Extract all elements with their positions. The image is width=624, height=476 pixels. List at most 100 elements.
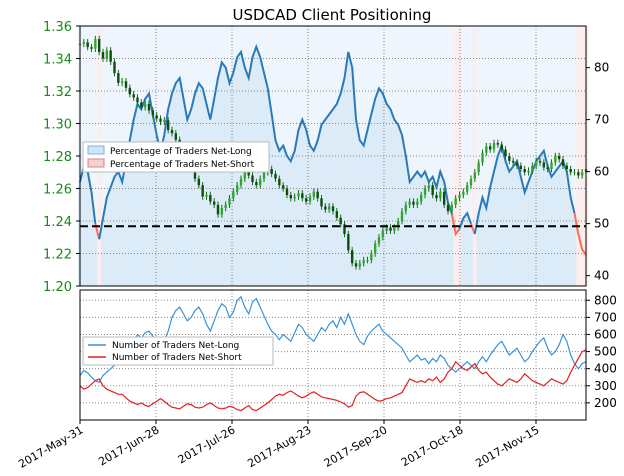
band-net-long-fill [346, 52, 351, 286]
band-net-long-fill [403, 156, 409, 286]
band-net-long-fill [369, 114, 374, 287]
price-candle [496, 143, 500, 145]
band-net-long-fill [173, 83, 179, 286]
net-long-percentage-line [98, 43, 453, 240]
date-tick-label: 2017-Jul-26 [176, 423, 238, 466]
band-net-long [426, 26, 432, 286]
count-tick-label: 200 [594, 396, 617, 410]
main-legend-box [82, 141, 270, 173]
price-candle [354, 263, 358, 267]
percent-axis: 40 50 60 70 80 [586, 61, 609, 283]
price-candle [523, 169, 526, 173]
price-candle [163, 120, 166, 122]
price-candle [473, 172, 477, 179]
band-net-long-fill [292, 150, 298, 286]
band-net-long-fill [492, 171, 497, 286]
price-tick-label: 1.30 [43, 118, 72, 133]
band-net-long-fill [507, 171, 512, 286]
band-net-long-fill [572, 213, 577, 286]
price-candle [554, 156, 557, 163]
lower-legend-box [82, 336, 274, 366]
price-candle [97, 39, 101, 52]
price-candle [239, 178, 243, 186]
chart-title: USDCAD Client Positioning [233, 6, 432, 24]
price-candle [531, 165, 534, 171]
band-net-long-fill [488, 187, 493, 286]
price-candle [412, 201, 415, 205]
price-candle [462, 191, 465, 195]
band-net-long-fill [561, 161, 566, 286]
legend-swatch-net-long [87, 145, 105, 155]
price-candle [212, 201, 216, 205]
band-net-long-fill [557, 166, 562, 286]
band-net-long [469, 26, 474, 286]
band-net-long [430, 26, 436, 286]
band-net-long-fill [350, 67, 355, 286]
price-tick-label: 1.34 [43, 53, 72, 68]
price-candle [454, 198, 457, 205]
price-candle [220, 208, 224, 215]
band-net-long-fill [89, 192, 94, 286]
band-net-long-fill [223, 67, 229, 286]
price-candle [232, 191, 235, 199]
price-candle [201, 185, 204, 197]
price-candle [312, 191, 316, 197]
band-net-long-fill [85, 171, 91, 286]
price-candle [209, 195, 212, 202]
percent-tick-label: 70 [594, 113, 609, 127]
price-candle [101, 52, 105, 59]
band-net-long-fill [380, 93, 386, 286]
band-net-long-fill [304, 130, 309, 286]
count-net-short-line [79, 349, 587, 412]
band-net-long-fill [518, 176, 524, 286]
band-net-long-fill [534, 161, 539, 286]
date-tick-label: 2017-Oct-18 [399, 423, 465, 469]
price-candle [308, 196, 312, 202]
band-net-long-fill [231, 72, 236, 286]
price-candle [427, 185, 431, 189]
percent-tick-label: 50 [594, 217, 609, 231]
price-candle [86, 42, 89, 48]
band-net-long-fill [407, 182, 413, 286]
band-net-long-fill [216, 78, 221, 286]
band-net-long-fill [288, 161, 294, 286]
band-net-long-fill [354, 119, 359, 286]
band-net-long-fill [469, 223, 474, 286]
price-candle [136, 97, 139, 103]
lower-plot-frame [79, 289, 587, 421]
legend-label-net-short: Percentage of Traders Net-Short [110, 160, 255, 170]
price-candle [481, 152, 484, 163]
band-net-long-fill [334, 104, 340, 286]
band-net-long-fill [568, 197, 574, 286]
band-net-long-fill [538, 156, 543, 286]
band-net-long-fill [212, 98, 217, 286]
price-candle [515, 162, 519, 166]
price-candle [358, 263, 362, 267]
main-legend: Percentage of Traders Net-Long Percentag… [82, 141, 270, 173]
band-net-long [407, 26, 413, 286]
band-net-long-fill [499, 145, 505, 286]
band-net-long-fill [541, 150, 547, 286]
band-net-long [476, 26, 482, 286]
net-short-percentage-line [450, 213, 461, 237]
band-net-long-fill [476, 213, 482, 286]
band-net-short [472, 26, 478, 286]
count-axis: 200 300 400 500 600 700 800 [586, 293, 617, 410]
price-candle [580, 172, 584, 176]
price-candle [442, 191, 446, 205]
band-net-long-fill [465, 213, 470, 286]
price-candle [477, 162, 480, 173]
price-candle [109, 50, 112, 62]
price-candle [274, 173, 277, 179]
date-tick-label: 2017-May-31 [16, 423, 85, 471]
band-net-long [442, 26, 447, 286]
band-net-long-fill [120, 182, 125, 286]
price-candle [174, 133, 178, 140]
band-net-long [419, 26, 424, 286]
price-candle [370, 253, 373, 260]
band-net-long-fill [219, 62, 225, 287]
band-net-long-fill [411, 176, 416, 286]
band-net-long-fill [373, 98, 378, 286]
band-net-long-fill [300, 119, 305, 286]
band-net-long-fill [430, 176, 436, 286]
